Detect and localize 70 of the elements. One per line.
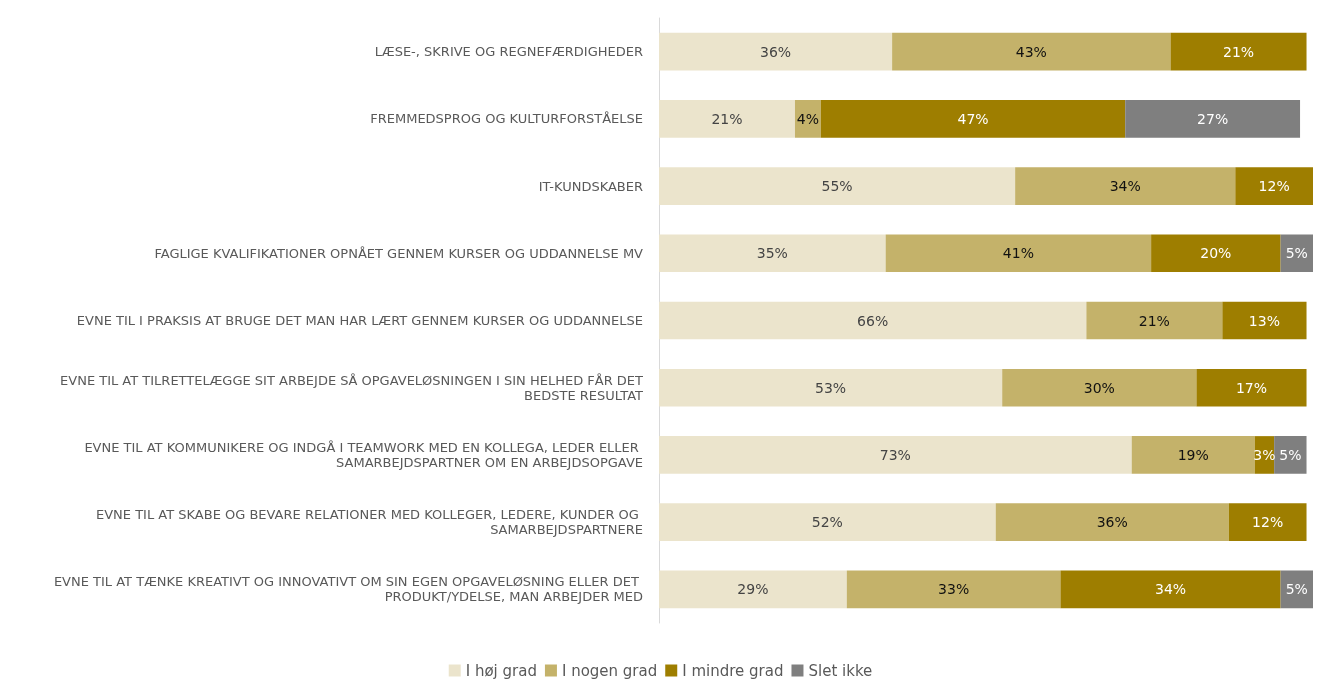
data-label: 27% [1197,110,1229,127]
bar [892,32,1171,71]
bar [659,301,1087,340]
bar [820,100,1126,138]
bar [1274,436,1307,474]
bar [659,436,1132,474]
legend-label: I nogen grad [561,661,658,680]
data-label: 5% [1285,245,1308,262]
bar [1235,167,1313,205]
data-label: 30% [1083,379,1115,396]
y-tick-label: LÆSE-, SKRIVE OG REGNEFÆRDIGHEDER [374,44,643,60]
legend-label: I høj grad [465,661,537,680]
bar [885,234,1152,273]
data-label: 5% [1285,581,1308,598]
legend-label: Slet ikke [808,661,873,680]
bar [659,570,847,609]
bar [659,32,893,71]
data-label: 5% [1279,446,1302,463]
data-label: 53% [815,379,847,396]
data-label: 43% [1015,43,1047,60]
bar [1002,368,1197,407]
bar [659,503,996,541]
data-label: 21% [1222,43,1255,60]
data-label: 36% [1096,514,1128,531]
y-tick-label: EVNE TIL AT KOMMUNIKERE OG INDGÅ I TEAMWORK MED EN KOLLEGA, LEDER ELLER SAMARBEJDSPARTNER OM EN ARBEJDSOPGAVE [84,439,643,470]
y-tick-label: EVNE TIL AT SKABE OG BEVARE RELATIONER MED KOLLEGER, LEDERE, KUNDER OG SAMARBEJDSPARTNERE [95,507,643,538]
bar [659,167,1016,205]
data-label: 20% [1200,245,1232,262]
bar [659,100,795,138]
y-tick-label: EVNE TIL AT TÆNKE KREATIVT OG INNOVATIVT OM SIN EGEN OPGAVELØSNING ELLER DET PRODUKT/YDELSE, MAN ARBEJDER MED [53,574,643,605]
data-label: 33% [938,581,970,598]
y-tick-label: FREMMEDSPROG OG KULTURFORSTÅELSE [370,111,643,127]
bar [1015,167,1236,205]
data-label: 21% [711,110,743,127]
bar [1131,436,1255,474]
data-label: 41% [1002,245,1034,262]
bar [1151,234,1281,273]
data-label: 36% [759,43,792,60]
data-label: 47% [957,110,989,127]
data-label: 29% [737,581,769,598]
bar [659,234,886,273]
data-label: 19% [1177,446,1209,463]
bar [1222,301,1307,340]
data-label: 21% [1138,312,1170,329]
bar [1170,32,1307,71]
bar [846,570,1061,609]
y-tick-label: EVNE TIL I PRAKSIS AT BRUGE DET MAN HAR LÆRT GENNEM KURSER OG UDDANNELSE [76,313,643,328]
data-label: 52% [811,514,843,531]
data-label: 34% [1109,178,1141,195]
data-label: 66% [857,312,889,329]
data-label: 17% [1235,379,1268,396]
data-label: 12% [1258,178,1290,195]
data-label: 4% [796,110,820,127]
bar [995,503,1229,541]
data-label: 13% [1248,312,1280,329]
data-label: 55% [821,178,853,195]
data-label: 34% [1154,581,1187,598]
y-tick-label: FAGLIGE KVALIFIKATIONER OPNÅET GENNEM KURSER OG UDDANNELSE MV [154,245,644,261]
data-label: 35% [756,245,788,262]
bar [1196,368,1307,407]
bar [659,368,1003,407]
bar [1060,570,1281,609]
bar [1228,503,1307,541]
data-label: 12% [1252,514,1284,531]
legend-label: I mindre grad [682,661,784,680]
y-tick-label: EVNE TIL AT TILRETTELÆGGE SIT ARBEJDE SÅ OPGAVELØSNINGEN I SIN HELHED FÅR DET BEDSTE RESULTAT [60,372,644,403]
data-label: 73% [879,446,911,463]
bar [1086,301,1223,340]
bar [1125,100,1301,138]
y-tick-label: IT-KUNDSKABER [538,178,643,194]
